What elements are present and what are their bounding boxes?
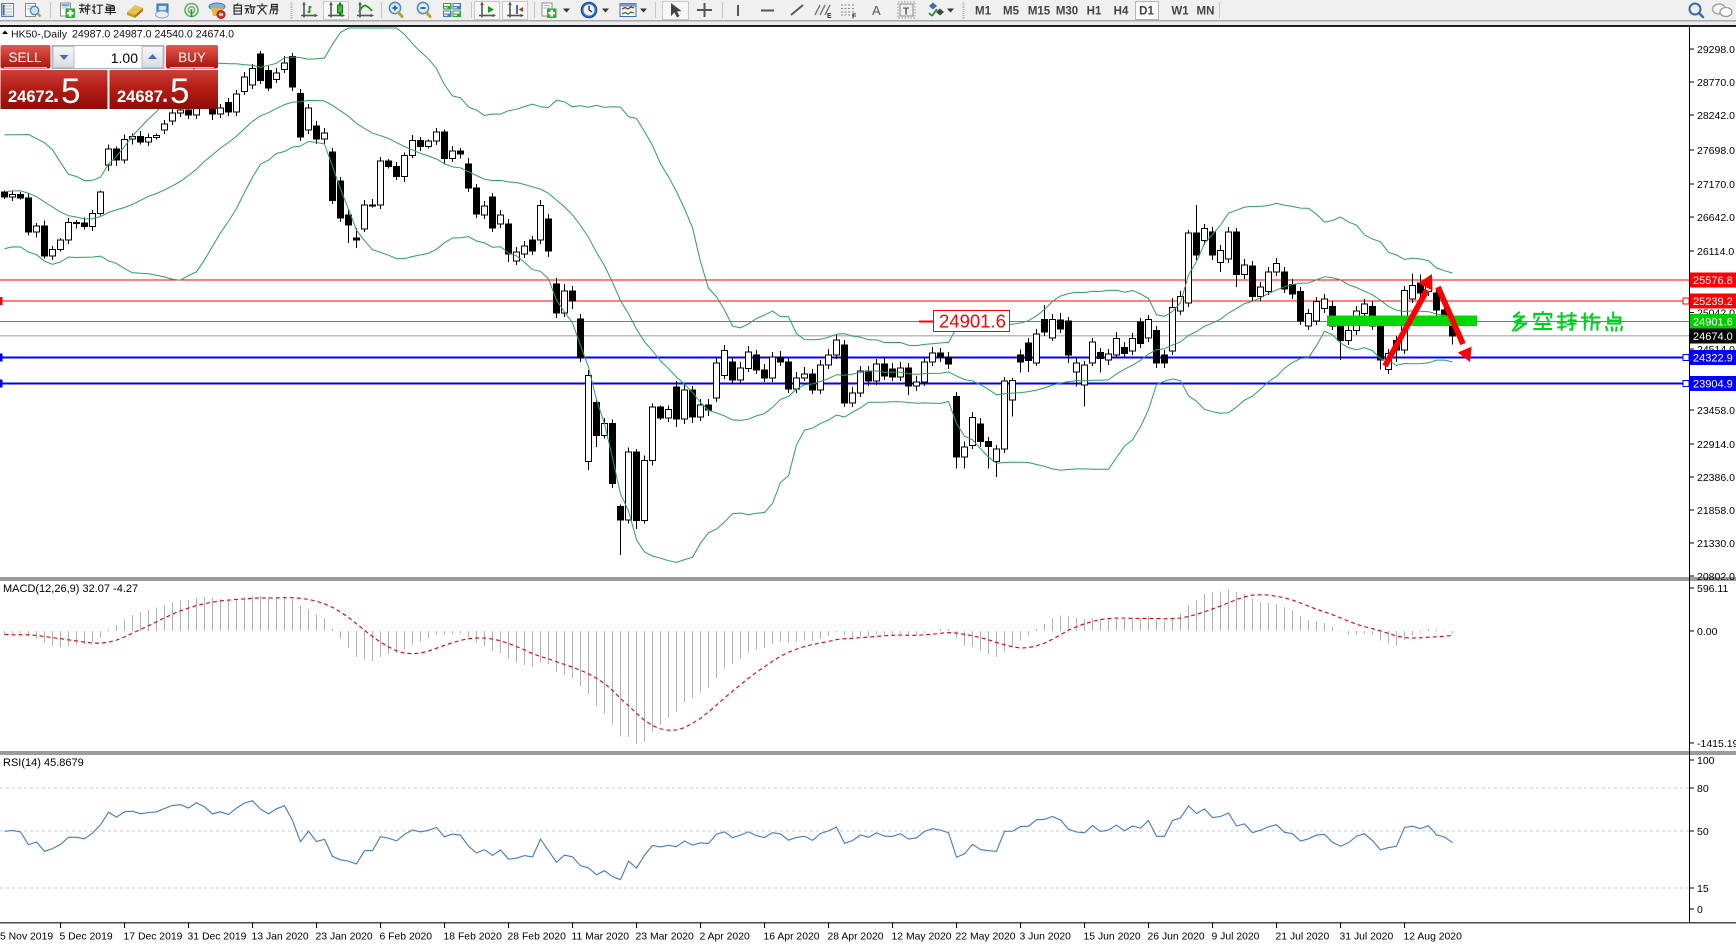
svg-text:26642.0: 26642.0 — [1697, 212, 1735, 224]
svg-text:MACD(12,26,9) 32.07 -4.27: MACD(12,26,9) 32.07 -4.27 — [3, 583, 138, 595]
svg-text:25239.2: 25239.2 — [1693, 296, 1733, 308]
svg-text:26114.0: 26114.0 — [1697, 246, 1734, 258]
svg-text:22386.0: 22386.0 — [1697, 472, 1735, 484]
svg-text:26 Jun 2020: 26 Jun 2020 — [1148, 932, 1205, 943]
svg-text:13 Jan 2020: 13 Jan 2020 — [252, 932, 309, 943]
svg-text:21330.0: 21330.0 — [1697, 538, 1735, 550]
svg-text:H4: H4 — [1114, 6, 1129, 18]
svg-text:28 Feb 2020: 28 Feb 2020 — [508, 932, 567, 943]
svg-text:24322.9: 24322.9 — [1693, 353, 1733, 365]
svg-text:M5: M5 — [1003, 6, 1020, 18]
svg-text:21 Jul 2020: 21 Jul 2020 — [1276, 932, 1330, 943]
svg-text:24901.6: 24901.6 — [1693, 317, 1733, 329]
svg-text:.: . — [53, 82, 59, 107]
svg-text:15: 15 — [1697, 883, 1709, 895]
svg-text:16 Apr 2020: 16 Apr 2020 — [764, 932, 820, 943]
svg-text:5: 5 — [61, 72, 80, 111]
svg-text:24674.0: 24674.0 — [1693, 331, 1733, 343]
svg-text:23 Mar 2020: 23 Mar 2020 — [636, 932, 695, 943]
svg-text:F: F — [852, 14, 857, 21]
svg-text:-1415.19: -1415.19 — [1697, 738, 1736, 750]
svg-text:E: E — [827, 13, 832, 20]
svg-text:M1: M1 — [975, 6, 992, 18]
svg-text:SELL: SELL — [8, 50, 42, 65]
svg-text:22914.0: 22914.0 — [1697, 439, 1735, 451]
svg-text:9 Jul 2020: 9 Jul 2020 — [1212, 932, 1260, 943]
svg-text:11 Mar 2020: 11 Mar 2020 — [572, 932, 630, 943]
svg-text:29298.0: 29298.0 — [1697, 44, 1735, 56]
svg-text:23 Jan 2020: 23 Jan 2020 — [316, 932, 373, 943]
svg-text:M30: M30 — [1056, 6, 1078, 18]
svg-text:D1: D1 — [1139, 6, 1154, 18]
svg-text:24672: 24672 — [8, 88, 54, 106]
svg-text:H1: H1 — [1087, 6, 1102, 18]
svg-text:596.11: 596.11 — [1697, 583, 1728, 595]
svg-text:31 Jul 2020: 31 Jul 2020 — [1340, 932, 1394, 943]
svg-text:23458.0: 23458.0 — [1697, 405, 1735, 417]
svg-text:18 Feb 2020: 18 Feb 2020 — [444, 932, 503, 943]
svg-text:12 Aug 2020: 12 Aug 2020 — [1404, 932, 1463, 943]
svg-text:2 Apr 2020: 2 Apr 2020 — [700, 932, 750, 943]
svg-text:100: 100 — [1697, 755, 1715, 767]
svg-text:28242.0: 28242.0 — [1697, 110, 1735, 122]
svg-text:50: 50 — [1697, 826, 1709, 838]
svg-text:23904.9: 23904.9 — [1693, 379, 1733, 391]
svg-text:.: . — [162, 82, 168, 107]
svg-text:80: 80 — [1697, 783, 1709, 795]
svg-text:A: A — [872, 3, 881, 18]
svg-text:6 Feb 2020: 6 Feb 2020 — [380, 932, 433, 943]
svg-text:27170.0: 27170.0 — [1697, 179, 1735, 191]
svg-text:3 Jun 2020: 3 Jun 2020 — [1020, 932, 1072, 943]
svg-text:24687: 24687 — [117, 88, 163, 106]
svg-text:5 Nov 2019: 5 Nov 2019 — [0, 932, 53, 943]
svg-text:12 May 2020: 12 May 2020 — [892, 932, 952, 943]
svg-text:0: 0 — [1697, 904, 1703, 916]
svg-text:5 Dec 2019: 5 Dec 2019 — [60, 932, 113, 943]
svg-text:T: T — [903, 7, 909, 18]
svg-text:W1: W1 — [1171, 6, 1189, 18]
svg-text:27698.0: 27698.0 — [1697, 145, 1735, 157]
svg-text:15 Jun 2020: 15 Jun 2020 — [1084, 932, 1141, 943]
svg-text:31 Dec 2019: 31 Dec 2019 — [188, 932, 247, 943]
svg-text:17 Dec 2019: 17 Dec 2019 — [124, 932, 183, 943]
svg-text:HK50-,Daily: HK50-,Daily — [11, 29, 68, 41]
svg-text:0.00: 0.00 — [1697, 626, 1718, 638]
svg-text:RSI(14) 45.8679: RSI(14) 45.8679 — [3, 757, 84, 769]
svg-text:28 Apr 2020: 28 Apr 2020 — [828, 932, 884, 943]
svg-text:5: 5 — [170, 72, 189, 111]
svg-text:BUY: BUY — [178, 50, 206, 65]
svg-text:24901.6: 24901.6 — [939, 311, 1006, 332]
svg-text:MN: MN — [1197, 6, 1215, 18]
svg-text:24987.0 24987.0 24540.0 24674.: 24987.0 24987.0 24540.0 24674.0 — [72, 29, 234, 41]
svg-text:M15: M15 — [1028, 6, 1051, 18]
svg-text:1.00: 1.00 — [111, 50, 138, 66]
svg-text:22 May 2020: 22 May 2020 — [956, 932, 1016, 943]
svg-text:20802.0: 20802.0 — [1697, 571, 1735, 583]
svg-text:25576.8: 25576.8 — [1693, 275, 1733, 287]
svg-text:21858.0: 21858.0 — [1697, 505, 1735, 517]
svg-text:28770.0: 28770.0 — [1697, 77, 1735, 89]
